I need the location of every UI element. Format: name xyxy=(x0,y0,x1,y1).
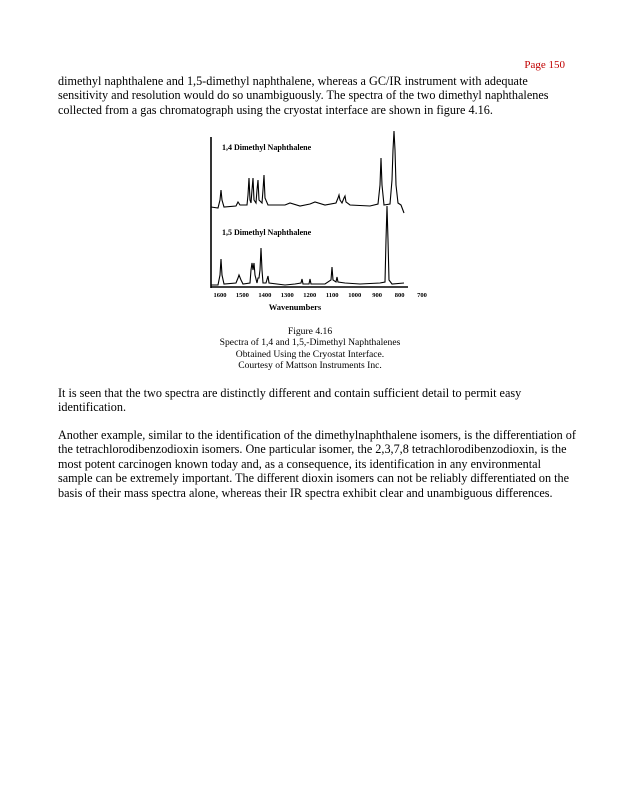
x-tick-label: 1100 xyxy=(326,292,339,299)
top-spectrum-label: 1,4 Dimethyl Naphthalene xyxy=(222,143,312,152)
ir-spectra-figure: 1,4 Dimethyl Naphthalene 1,5 Dimethyl Na… xyxy=(210,130,427,312)
figure-caption: Figure 4.16 Spectra of 1,4 and 1,5,-Dime… xyxy=(150,326,470,372)
x-tick-label: 800 xyxy=(395,292,405,299)
paragraph-3: Another example, similar to the identifi… xyxy=(58,428,576,500)
caption-line: Spectra of 1,4 and 1,5,-Dimethyl Naphtha… xyxy=(219,337,401,349)
x-tick-label: 700 xyxy=(417,292,427,299)
x-tick-label: 1000 xyxy=(348,292,361,299)
x-tick-label: 1200 xyxy=(303,292,316,299)
x-tick-label: 1500 xyxy=(236,292,249,299)
x-tick-label: 900 xyxy=(372,292,382,299)
page-number: Page 150 xyxy=(524,59,565,71)
x-tick-label: 1600 xyxy=(214,292,227,299)
paragraph-1: dimethyl naphthalene and 1,5-dimethyl na… xyxy=(58,74,549,117)
x-axis-label: Wavenumbers xyxy=(269,302,322,312)
spectrum-1-5-dimethyl-naphthalene xyxy=(211,205,405,286)
spectrum-1-4-dimethyl-naphthalene xyxy=(210,130,405,214)
x-tick-label: 1400 xyxy=(258,292,271,299)
x-tick-label: 1300 xyxy=(281,292,294,299)
paragraph-2: It is seen that the two spectra are dist… xyxy=(58,386,522,415)
caption-line: Obtained Using the Cryostat Interface. xyxy=(235,348,385,360)
bottom-spectrum-label: 1,5 Dimethyl Naphthalene xyxy=(222,228,312,237)
caption-line: Figure 4.16 xyxy=(287,326,333,337)
caption-line: Courtesy of Mattson Instruments Inc. xyxy=(238,360,382,372)
